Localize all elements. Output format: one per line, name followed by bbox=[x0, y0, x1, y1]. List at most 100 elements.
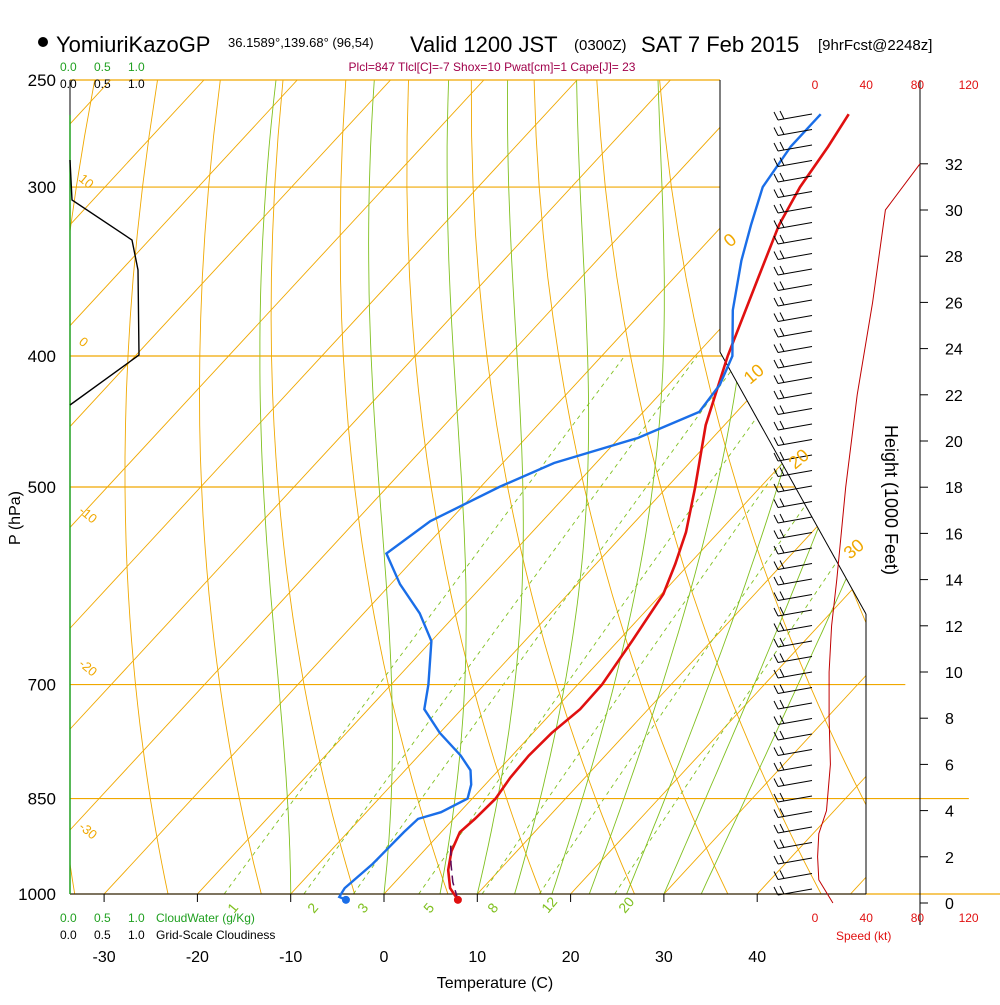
wind-barb-flag bbox=[780, 731, 784, 739]
pressure-tick-label: 500 bbox=[28, 478, 56, 497]
wind-barb-flag bbox=[780, 545, 784, 553]
mixing-ratio-line bbox=[539, 356, 909, 894]
wind-barb bbox=[774, 189, 812, 198]
x-axis-title: Temperature (C) bbox=[437, 975, 553, 992]
height-tick-label: 0 bbox=[945, 896, 954, 913]
dewpoint-line bbox=[339, 114, 820, 900]
cloudiness-bottom-tick-2: 1.0 bbox=[128, 928, 145, 942]
wind-barb bbox=[774, 359, 812, 368]
data-layer bbox=[70, 111, 920, 904]
wind-barb-flag bbox=[774, 856, 778, 864]
wind-barb-flag bbox=[780, 530, 784, 538]
height-tick-label: 26 bbox=[945, 295, 963, 312]
speed-bottom-tick: 40 bbox=[860, 911, 874, 925]
speed-top-tick: 0 bbox=[812, 78, 819, 92]
height-tick-label: 28 bbox=[945, 249, 963, 266]
height-axis-title: Height (1000 Feet) bbox=[881, 425, 901, 575]
speed-top-tick: 80 bbox=[911, 78, 925, 92]
height-tick-label: 2 bbox=[945, 850, 954, 867]
wind-barb-flag bbox=[774, 252, 778, 260]
wind-barb bbox=[774, 576, 812, 585]
wind-barb-flag bbox=[774, 748, 778, 756]
wind-barb-flag bbox=[780, 840, 784, 848]
pressure-tick-label: 250 bbox=[28, 71, 56, 90]
wind-barb-flag bbox=[780, 824, 784, 832]
wind-barb-flag bbox=[774, 639, 778, 647]
wind-barb bbox=[774, 561, 812, 570]
height-tick-label: 30 bbox=[945, 203, 963, 220]
height-tick-label: 8 bbox=[945, 711, 954, 728]
location-text: 36.1589°,139.68° (96,54) bbox=[228, 35, 374, 50]
wind-barb-flag bbox=[774, 376, 778, 384]
frame-diagonal bbox=[720, 352, 866, 614]
wind-barb bbox=[774, 685, 812, 694]
cloud-bottom-tick-0: 0.0 bbox=[60, 911, 77, 925]
pressure-tick-label: 850 bbox=[28, 790, 56, 809]
wind-barb-flag bbox=[780, 561, 784, 569]
cloud-bottom-tick-2: 1.0 bbox=[128, 911, 145, 925]
indices-text: Plcl=847 Tlcl[C]=-7 Shox=10 Pwat[cm]=1 C… bbox=[349, 60, 636, 74]
wind-barb-flag bbox=[774, 608, 778, 616]
wind-barb bbox=[774, 654, 812, 663]
height-tick-label: 32 bbox=[945, 157, 963, 174]
speed-bottom-tick: 80 bbox=[911, 911, 925, 925]
wind-barb-flag bbox=[774, 298, 778, 306]
wind-barb-flag bbox=[774, 655, 778, 663]
wind-barb-flag bbox=[780, 669, 784, 677]
wind-barb-flag bbox=[780, 173, 784, 181]
wind-barb-flag bbox=[774, 205, 778, 213]
wind-barb-flag bbox=[780, 871, 784, 879]
wind-barb-flag bbox=[774, 841, 778, 849]
cloudiness-profile bbox=[70, 160, 139, 405]
wind-barb-flag bbox=[780, 499, 784, 507]
date-text: SAT 7 Feb 2015 bbox=[641, 32, 799, 57]
wind-barb-flag bbox=[774, 159, 778, 167]
mixing-ratio-line bbox=[353, 356, 742, 894]
wind-barb bbox=[774, 266, 812, 275]
height-tick-label: 22 bbox=[945, 388, 963, 405]
wind-barb-flag bbox=[780, 793, 784, 801]
wind-barb-flag bbox=[774, 143, 778, 151]
mixing-ratio-label: 8 bbox=[484, 900, 501, 916]
wind-barb-flag bbox=[774, 190, 778, 198]
cloudiness-bottom-tick-1: 0.5 bbox=[94, 928, 111, 942]
wind-barb bbox=[774, 313, 812, 322]
utc-text: (0300Z) bbox=[574, 37, 627, 54]
wind-barb-flag bbox=[774, 438, 778, 446]
height-tick-label: 12 bbox=[945, 619, 963, 636]
wind-barb-flag bbox=[780, 344, 784, 352]
y-axis-title: P (hPa) bbox=[7, 491, 24, 545]
wind-barb-flag bbox=[774, 267, 778, 275]
wind-barb-flag bbox=[780, 266, 784, 274]
wind-barb-flag bbox=[780, 762, 784, 770]
wind-barb-flag bbox=[780, 204, 784, 212]
wind-barb bbox=[774, 421, 812, 430]
height-tick-label: 20 bbox=[945, 434, 963, 451]
wind-barb-flag bbox=[780, 685, 784, 693]
wind-barb-flag bbox=[774, 717, 778, 725]
pressure-tick-label: 400 bbox=[28, 347, 56, 366]
x-tick-label: -30 bbox=[93, 949, 116, 966]
wind-barb-flag bbox=[780, 855, 784, 863]
isotherm-label: -30 bbox=[76, 819, 100, 843]
speed-bottom-tick: 120 bbox=[959, 911, 979, 925]
theta-label: 10 bbox=[740, 360, 768, 388]
cloudwater-label: CloudWater (g/Kg) bbox=[156, 911, 255, 925]
wind-barb-flag bbox=[774, 701, 778, 709]
wind-barb bbox=[774, 235, 812, 244]
cloudiness-label: Grid-Scale Cloudiness bbox=[156, 928, 275, 942]
wind-barb-flag bbox=[780, 592, 784, 600]
wind-barb-flag bbox=[774, 500, 778, 508]
mixing-ratio-line bbox=[615, 356, 977, 894]
speed-top-tick: 40 bbox=[860, 78, 874, 92]
wind-barb-flag bbox=[774, 562, 778, 570]
wind-barb-flag bbox=[774, 515, 778, 523]
cloud-top-tick-1: 0.5 bbox=[94, 60, 111, 74]
wind-barb-flag bbox=[774, 763, 778, 771]
wind-barb bbox=[774, 871, 812, 880]
grid-layer bbox=[0, 80, 1000, 925]
mixing-ratio-label: 12 bbox=[538, 894, 560, 916]
wind-barb-flag bbox=[774, 779, 778, 787]
